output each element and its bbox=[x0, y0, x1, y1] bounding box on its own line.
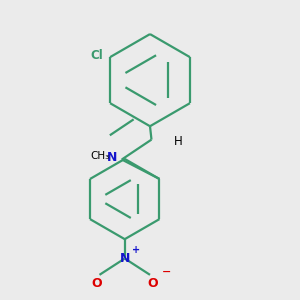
Text: −: − bbox=[162, 267, 171, 277]
Text: H: H bbox=[174, 135, 182, 148]
Text: O: O bbox=[148, 277, 158, 290]
Text: Cl: Cl bbox=[90, 49, 103, 62]
Text: +: + bbox=[132, 245, 140, 255]
Text: O: O bbox=[91, 277, 102, 290]
Text: N: N bbox=[107, 151, 117, 164]
Text: N: N bbox=[119, 252, 130, 265]
Text: CH₃: CH₃ bbox=[91, 151, 110, 161]
